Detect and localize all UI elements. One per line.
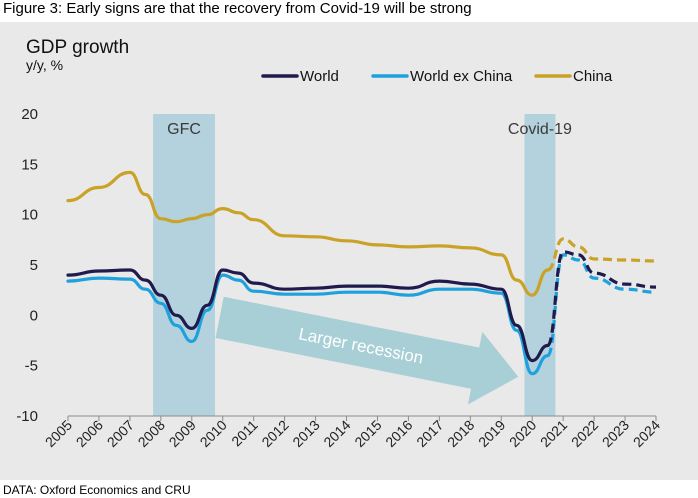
series-line-world: [66, 268, 550, 363]
y-tick-label: 20: [21, 106, 38, 123]
x-tick-label: 2018: [444, 417, 477, 450]
x-tick-label: 2009: [166, 417, 199, 450]
figure-title: Figure 3: Early signs are that the recov…: [3, 0, 472, 17]
series-lines: [66, 170, 657, 376]
x-tick-label: 2013: [289, 417, 322, 450]
recession-arrow-shape: [215, 296, 519, 405]
gdp-growth-chart: Larger recession -10-5051015202005200620…: [16, 37, 663, 450]
x-tick-label: 2015: [351, 417, 384, 450]
y-tick-label: 15: [21, 156, 38, 173]
legend: World World ex China China: [261, 68, 613, 85]
series-forecast-china: [546, 237, 657, 272]
source-note: DATA: Oxford Economics and CRU: [3, 483, 191, 497]
y-tick-label: -10: [16, 408, 38, 425]
x-tick-label: 2007: [104, 417, 137, 450]
x-tick-label: 2023: [599, 417, 632, 450]
shaded-periods: [153, 114, 556, 416]
x-tick-label: 2006: [73, 417, 106, 450]
chart-panel: Larger recession -10 -5 0 5 10 15 20 2005 2006 20…: [0, 22, 698, 480]
y-tick-label: -5: [25, 358, 38, 375]
legend-label-world: World: [300, 68, 339, 85]
x-tick-label: 2008: [135, 417, 168, 450]
x-tick-label: 2012: [258, 417, 291, 450]
shaded-region-gfc: [153, 114, 215, 416]
x-tick-label: 2014: [320, 417, 353, 450]
x-tick-label: 2005: [42, 417, 75, 450]
x-tick-label: 2020: [506, 417, 539, 450]
y-tick-label: 0: [30, 307, 38, 324]
chart-title: GDP growth: [26, 37, 129, 58]
x-tick-label: 2024: [630, 417, 663, 450]
series-forecast-world: [546, 250, 657, 348]
series-forecast-world-ex-china: [546, 253, 657, 358]
series-line-china: [66, 170, 550, 297]
shade-label: Covid-19: [508, 121, 572, 138]
y-tick-label: 10: [21, 207, 38, 224]
x-tick-label: 2022: [568, 417, 601, 450]
shade-label: GFC: [167, 121, 201, 138]
legend-label-world-ex-china: World ex China: [410, 68, 513, 85]
recession-arrow: Larger recession: [215, 296, 519, 405]
series-line-world-ex-china: [66, 273, 550, 376]
y-tick-label: 5: [30, 257, 38, 274]
x-tick-label: 2019: [475, 417, 508, 450]
axes: -10-505101520200520062007200820092010201…: [16, 106, 663, 450]
x-tick-label: 2010: [197, 417, 230, 450]
x-tick-label: 2016: [382, 417, 415, 450]
chart-subtitle: y/y, %: [26, 57, 63, 73]
recession-arrow-layer: Larger recession: [215, 296, 519, 405]
x-tick-label: 2021: [537, 417, 570, 450]
x-tick-label: 2011: [228, 417, 261, 450]
x-tick-label: 2017: [413, 417, 446, 450]
legend-label-china: China: [573, 68, 613, 85]
